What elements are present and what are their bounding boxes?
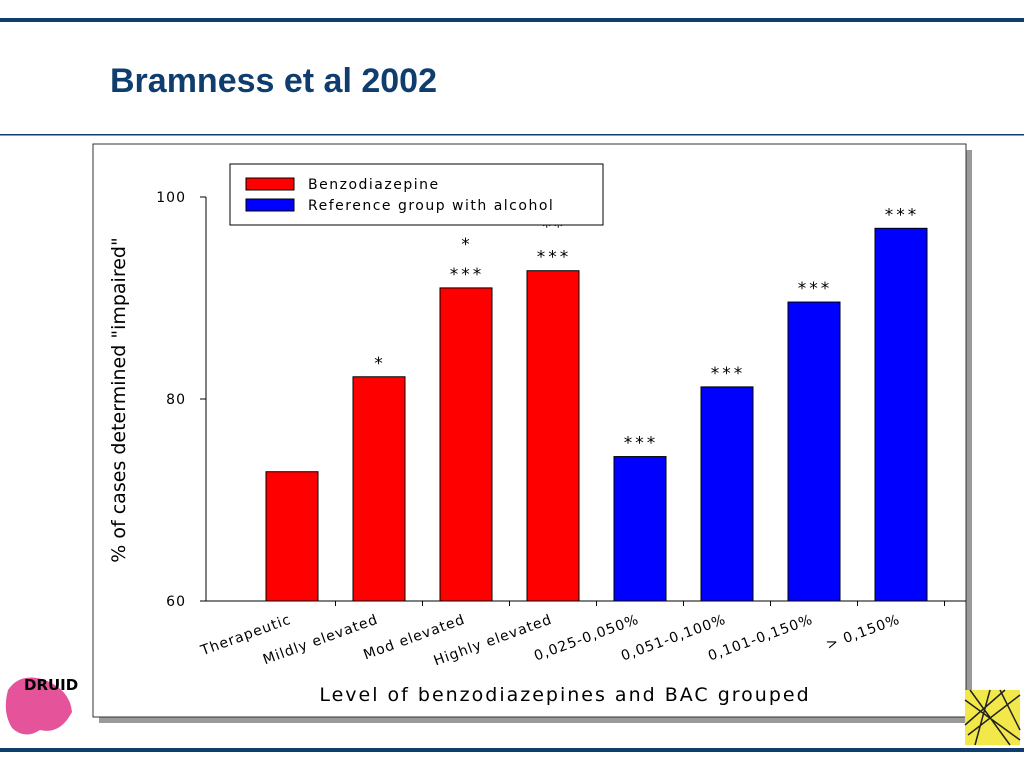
bar [874,227,928,602]
bar [700,386,754,602]
y-tick-label: 60 [166,594,186,610]
significance-label: * [374,354,386,374]
legend-swatch [245,177,295,191]
y-axis-label: % of cases determined "impaired" [108,237,130,562]
significance-label: *** [798,279,833,299]
bar [613,456,667,602]
bar [439,287,493,602]
significance-label: * [461,235,473,255]
top-rule [0,18,1024,22]
y-tick-label: 100 [156,190,186,206]
significance-label: *** [450,265,485,285]
x-axis-label: Level of benzodiazepines and BAC grouped [319,684,810,706]
logo-text: DRUID [24,676,78,694]
legend-label: Benzodiazepine [308,177,440,193]
bottom-rule [0,748,1024,752]
significance-label: *** [885,205,920,225]
legend-swatch [245,198,295,212]
bar [352,376,406,602]
legend-label: Reference group with alcohol [308,198,554,214]
bar [787,301,841,602]
bar [526,270,580,602]
pattern-logo [964,689,1021,746]
bar [265,471,319,602]
slide-title: Bramness et al 2002 [110,62,437,100]
significance-label: *** [711,364,746,384]
legend-box [229,163,604,226]
druid-logo: DRUID [5,676,78,735]
significance-label: *** [624,434,659,454]
y-tick-label: 80 [166,392,186,408]
title-rule [0,134,1024,136]
significance-label: *** [537,248,572,268]
